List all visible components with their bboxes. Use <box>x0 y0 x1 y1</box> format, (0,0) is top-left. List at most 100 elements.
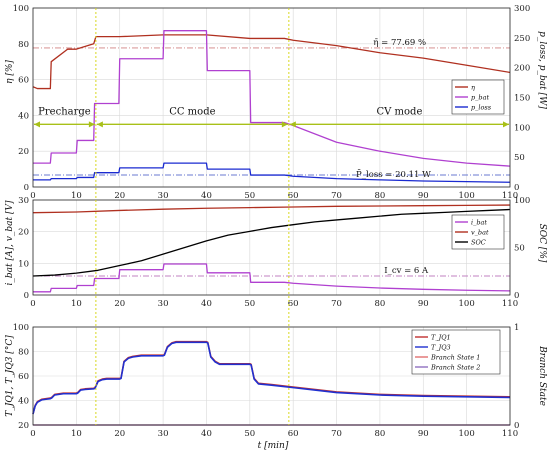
y-right-tick-label: 200 <box>514 64 530 74</box>
x-tick-label: 100 <box>459 429 475 439</box>
x-tick-label: 100 <box>459 299 475 309</box>
y-right-tick-label: 0 <box>514 183 519 193</box>
bot-y-right-label: Branch State <box>537 345 547 406</box>
y-tick-label: 60 <box>18 76 29 86</box>
y-right-tick-label: 1 <box>514 323 519 333</box>
y-right-tick-label: 150 <box>514 94 530 104</box>
x-tick-label: 60 <box>288 299 299 309</box>
x-tick-label: 110 <box>502 429 518 439</box>
x-tick-label: 60 <box>288 429 299 439</box>
x-tick-label: 70 <box>331 191 342 201</box>
phase-arrow-head <box>96 121 103 128</box>
plot-area <box>33 200 510 295</box>
x-tick-label: 50 <box>244 429 255 439</box>
phase-arrow-head <box>88 121 95 128</box>
panels: 0 10 20 30 40 50 60 70 80 90 100 110020406080100050… <box>13 4 530 439</box>
ploss-avg-annotation: P̄_loss = 20.11 W <box>356 168 431 180</box>
legend-label: η <box>471 84 475 92</box>
x-tick-label: 10 <box>71 191 82 201</box>
y-tick-label: 100 <box>13 4 29 14</box>
top-y-label: η [%] <box>5 60 15 84</box>
x-tick-label: 0 <box>30 191 35 201</box>
y-right-tick-label: 50 <box>514 153 525 163</box>
x-tick-label: 70 <box>331 429 342 439</box>
axes-frame <box>32 199 511 296</box>
legend-label: T_JQ1 <box>431 334 451 342</box>
y-right-tick-label: 0 <box>514 291 519 301</box>
x-tick-label: 70 <box>331 299 342 309</box>
axes-frame <box>32 7 511 188</box>
x-tick-label: 90 <box>418 299 429 309</box>
x-tick-label: 100 <box>459 191 475 201</box>
x-tick-label: 0 <box>30 299 35 309</box>
x-axis-label: t [min] <box>258 441 289 451</box>
series-line-v_bat <box>32 204 511 214</box>
x-tick-label: 80 <box>374 191 385 201</box>
legend-label: i_bat <box>471 219 487 227</box>
y-right-tick-label: 300 <box>514 4 530 14</box>
y-tick-label: 60 <box>18 372 29 382</box>
y-tick-label: 0 <box>24 183 29 193</box>
legend-label: Branch State 1 <box>430 354 480 362</box>
y-tick-label: 40 <box>18 111 29 121</box>
y-tick-label: 20 <box>18 228 29 238</box>
legend-label: T_JQ3 <box>431 344 451 352</box>
top-y-right-label: p_loss, p_bat [W] <box>537 31 547 109</box>
series-line-soc <box>32 208 511 277</box>
x-tick-label: 80 <box>374 429 385 439</box>
legend-label: p_bat <box>471 94 489 102</box>
x-tick-label: 20 <box>114 429 125 439</box>
x-tick-label: 60 <box>288 191 299 201</box>
legend-label: v_bat <box>471 229 489 237</box>
x-tick-label: 80 <box>374 299 385 309</box>
panel-middle: 0 10 20 30 40 50 60 70 80 90 100 1100102030050100i_… <box>18 196 530 309</box>
x-tick-label: 10 <box>71 429 82 439</box>
series-line-η <box>32 34 511 90</box>
x-tick-label: 90 <box>418 191 429 201</box>
y-tick-label: 30 <box>18 196 29 206</box>
x-tick-label: 50 <box>244 191 255 201</box>
x-tick-label: 20 <box>114 191 125 201</box>
y-right-tick-label: 50 <box>514 244 525 254</box>
x-tick-label: 110 <box>502 299 518 309</box>
panel-bottom: 0 10 20 30 40 50 60 70 80 90 100 110 20 40 60 80 100 0 1 T_… <box>13 323 520 439</box>
x-tick-label: 0 <box>30 429 35 439</box>
y-tick-label: 0 <box>24 291 29 301</box>
x-tick-label: 50 <box>244 299 255 309</box>
icv-annotation: I_cv = 6 A <box>384 266 429 276</box>
x-tick-label: 30 <box>158 299 169 309</box>
y-tick-label: 10 <box>18 259 29 269</box>
phase-arrow-head <box>281 121 288 128</box>
series-line-t_jq3 <box>32 341 511 415</box>
legend-label: p_loss <box>471 104 492 112</box>
legend-label: Branch State 2 <box>430 364 480 372</box>
legend: i_bat v_bat SOC <box>451 214 505 250</box>
legend: T_JQ1 T_JQ3 Branch State 1 Branch State 2 <box>411 329 501 375</box>
precharge-label: Precharge <box>38 106 91 117</box>
x-tick-label: 110 <box>502 191 518 201</box>
bot-y-label: T_JQ1, T_JQ3 [°C] <box>5 335 15 417</box>
axes-frame <box>32 326 511 426</box>
series-line-i_bat <box>33 263 511 293</box>
cv-mode-label: CV mode <box>376 106 422 117</box>
x-tick-label: 40 <box>201 299 212 309</box>
y-tick-label: 80 <box>18 40 29 50</box>
y-tick-label: 20 <box>18 147 29 157</box>
y-right-tick-label: 100 <box>514 196 530 206</box>
y-right-tick-label: 0 <box>514 421 519 431</box>
eta-avg-annotation: η̄ = 77.69 % <box>373 38 426 48</box>
y-tick-label: 40 <box>18 397 29 407</box>
panel-top: 0 10 20 30 40 50 60 70 80 90 100 110020406080100050… <box>13 4 530 201</box>
x-tick-label: 20 <box>114 299 125 309</box>
legend: η p_bat p_loss <box>451 79 505 115</box>
y-tick-label: 20 <box>18 421 29 431</box>
y-tick-label: 80 <box>18 348 29 358</box>
y-tick-label: 100 <box>13 323 29 333</box>
cc-mode-label: CC mode <box>169 106 215 117</box>
y-right-tick-label: 100 <box>514 123 530 133</box>
phase-arrow-head <box>34 121 40 128</box>
phase-arrow-head <box>289 121 296 128</box>
x-tick-label: 30 <box>158 191 169 201</box>
x-tick-label: 40 <box>201 191 212 201</box>
y-right-tick-label: 250 <box>514 34 530 44</box>
